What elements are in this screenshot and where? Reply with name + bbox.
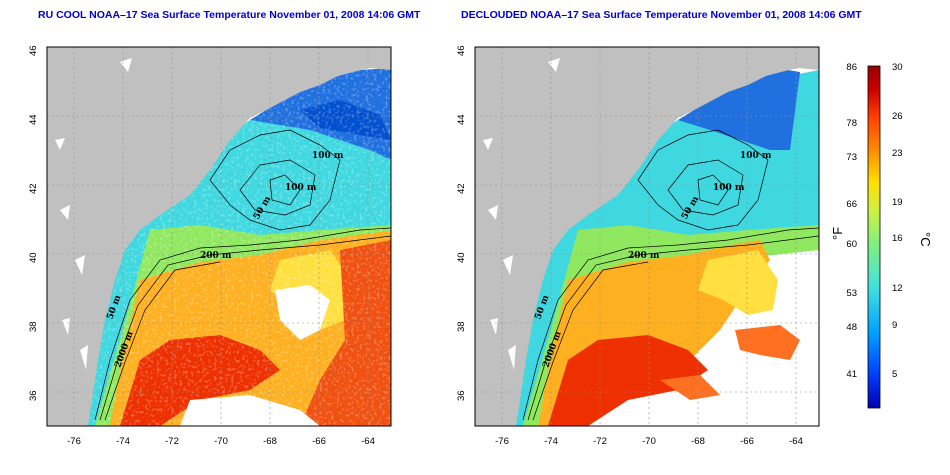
f-tick: 41 [846, 369, 857, 380]
lat-tick: 36 [456, 390, 467, 401]
c-tick: 16 [892, 233, 903, 244]
right-panel-title: DECLOUDED NOAA–17 Sea Surface Temperatur… [461, 9, 862, 21]
lon-tick: -64 [789, 436, 803, 447]
c-tick: 19 [892, 197, 903, 208]
lon-tick: -72 [165, 436, 179, 447]
right-map-panel: 100 m 100 m 50 m 200 m 50 m 2000 m 46 44… [456, 45, 820, 447]
c-tick: 5 [892, 369, 897, 380]
f-tick: 48 [846, 322, 857, 333]
lon-tick: -76 [495, 436, 509, 447]
left-map-frame [46, 46, 392, 427]
contour-label-100m-north: 100 m [740, 151, 772, 161]
contour-label-100m-bank: 100 m [713, 183, 745, 193]
c-tick: 26 [892, 111, 903, 122]
land-mass [475, 47, 819, 426]
lat-tick: 44 [456, 114, 467, 125]
temperature-colorbar: 86 78 73 66 60 53 48 41 30 26 23 19 16 1… [830, 62, 933, 409]
lon-tick: -68 [691, 436, 705, 447]
contour-label-100m-bank: 100 m [285, 183, 317, 193]
lat-tick: 38 [28, 321, 39, 332]
c-tick: 23 [892, 148, 903, 159]
left-lon-ticks: -76 -74 -72 -70 -68 -66 -64 [67, 436, 375, 447]
f-tick: 73 [846, 152, 857, 163]
warm-yellow-eddy [698, 250, 778, 315]
lon-tick: -68 [263, 436, 277, 447]
colorbar-c-ticks: 30 26 23 19 16 12 9 5 [892, 62, 903, 380]
lon-tick: -66 [740, 436, 754, 447]
lat-tick: 36 [28, 390, 39, 401]
cold-water-region [678, 70, 800, 150]
land-mass [47, 47, 391, 426]
lat-tick: 46 [456, 45, 467, 56]
lat-tick: 46 [28, 45, 39, 56]
right-lat-ticks: 46 44 42 40 38 36 [456, 45, 467, 401]
c-tick: 9 [892, 320, 897, 331]
lat-tick: 42 [456, 183, 467, 194]
f-tick: 66 [846, 199, 857, 210]
graticule [475, 47, 819, 426]
lat-tick: 42 [28, 183, 39, 194]
left-map-panel: 100 m 100 m 50 m 200 m 50 m 2000 m 46 44… [28, 45, 392, 447]
bathymetry-contours [522, 129, 819, 421]
contour-label-200m: 200 m [628, 251, 660, 261]
contour-label-100m-north: 100 m [312, 151, 344, 161]
lon-tick: -66 [312, 436, 326, 447]
right-lon-ticks: -76 -74 -72 -70 -68 -66 -64 [495, 436, 803, 447]
c-tick: 30 [892, 62, 903, 73]
left-panel-title: RU COOL NOAA–17 Sea Surface Temperature … [38, 9, 421, 21]
lon-tick: -70 [214, 436, 228, 447]
colorbar-f-ticks: 86 78 73 66 60 53 48 41 [846, 62, 857, 380]
lon-tick: -76 [67, 436, 81, 447]
f-tick: 60 [846, 239, 857, 250]
lon-tick: -70 [642, 436, 656, 447]
lat-tick: 40 [456, 252, 467, 263]
f-tick: 78 [846, 118, 857, 129]
f-tick: 53 [846, 288, 857, 299]
left-lat-ticks: 46 44 42 40 38 36 [28, 45, 39, 401]
celsius-unit-label: °C [918, 232, 933, 247]
lon-tick: -72 [593, 436, 607, 447]
lon-tick: -74 [544, 436, 558, 447]
f-tick: 86 [846, 62, 857, 73]
lon-tick: -74 [116, 436, 130, 447]
fahrenheit-unit-label: °F [830, 227, 845, 240]
colorbar-gradient [867, 65, 881, 409]
right-map-frame [474, 46, 820, 427]
hot-water-region [548, 335, 708, 426]
c-tick: 12 [892, 283, 903, 294]
lon-tick: -64 [361, 436, 375, 447]
contour-label-200m: 200 m [200, 251, 232, 261]
lat-tick: 40 [28, 252, 39, 263]
lat-tick: 44 [28, 114, 39, 125]
bathymetry-contours [94, 129, 391, 421]
warm-patch-east [660, 325, 800, 400]
lat-tick: 38 [456, 321, 467, 332]
